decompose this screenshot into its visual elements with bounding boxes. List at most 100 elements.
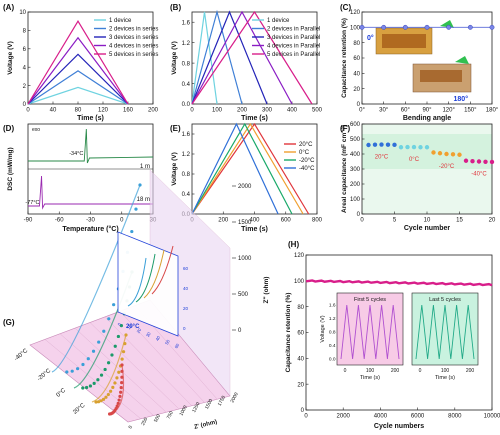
series-line-4 [27,20,129,105]
inset-y-tick: 0.4 [329,343,336,349]
series-label: -20°C [439,164,455,170]
y-tick-label: 20 [297,382,304,388]
series-line-1 [27,70,129,105]
data-point [418,145,423,150]
y-tick-label: 200 [350,182,361,188]
y-tick-label: 1.2 [182,152,191,158]
nyquist-point [99,373,104,377]
y-tick-label: 400 [350,152,361,158]
series-name: 18 m [137,197,150,203]
y-tick-label: 0.4 [182,192,191,198]
inset-x-tick: 0 [344,368,347,374]
panel-label: (E) [170,124,181,133]
panel-label: (F) [340,124,351,133]
legend-label: 1 device [109,18,132,24]
dsc-trace-1m [28,128,154,164]
inset-x-tick: 60 [174,342,181,349]
inset-x-tick: 200 [466,368,475,374]
x-tick-label: 0° [359,108,365,114]
x-tick-label: 1250 [191,401,201,414]
inset-gcd-curve [340,304,400,360]
nyquist-point [119,390,123,394]
device-photo-bent-inner [420,70,462,82]
clip-icon [455,56,469,64]
x-tick-label: 160 [123,108,134,114]
x-tick-label: 200 [218,218,229,224]
x-axis-label: Time (s) [241,115,268,122]
inset-title: Last 5 cycles [429,297,461,303]
z-tick-label: 500 [238,292,249,298]
floor-grid [59,333,154,416]
y-tick-label: 0 [357,212,361,218]
y-tick-label: 500 [350,137,361,143]
x-tick-label: 0 [127,424,134,429]
temperature-label: 0°C [56,387,68,398]
x-tick-label: -90 [24,218,33,224]
z-tick-label: 1500 [238,220,252,226]
y-tick-label: 600 [350,122,361,128]
nyquist-point [118,394,122,398]
x-tick-label: 30° [379,108,389,114]
x-tick-label: 1000 [178,404,188,417]
retention-point [424,24,430,30]
nyquist-point [85,385,89,390]
nyquist-point [96,378,100,382]
x-axis-label: Z' (ohm) [194,419,218,430]
nyquist-point [86,357,90,361]
floor-grid [119,311,205,403]
legend-label: 0°C [299,150,310,156]
nyquist-point [120,357,124,361]
nyquist-point [116,401,120,405]
nyquist-point [92,381,96,385]
legend-label: -40°C [299,166,315,172]
nyquist-point [104,395,108,399]
inset-curve [127,257,147,307]
data-point [392,142,397,148]
inset-x-tick: 200 [391,368,400,374]
temperature-label: 20°C [72,402,87,416]
nyquist-point [101,397,106,401]
bend-label-180: 180° [454,95,469,103]
y-tick-label: 0.8 [182,61,191,67]
nyquist-point [115,404,119,408]
x-tick-label: -60 [55,218,64,224]
nyquist-curve [109,364,125,415]
y-tick-label: 1.2 [182,41,191,47]
nyquist-point [113,381,117,385]
y-tick-label: 300 [350,167,361,173]
y-axis-label: Capacitance retention (%) [341,18,348,98]
x-tick-label: 250 [140,417,149,427]
data-point [444,151,449,157]
x-tick-label: 500 [153,413,162,423]
x-tick-label: 0 [120,218,124,224]
series-line-2 [27,53,129,105]
y-axis-label: Areal capacitance (mF cm⁻²) [341,125,348,213]
y-tick-label: 0 [357,102,361,108]
z-tick-label: 1000 [238,256,252,262]
device-photo-inner [382,34,426,48]
inset-label: 20°C [126,324,140,330]
data-point [470,159,475,164]
y-tick-label: 60 [297,331,304,337]
data-point [450,152,456,157]
x-tick-label: 4000 [374,414,388,420]
nyquist-point [88,384,93,388]
retention-point [359,24,365,30]
x-tick-label: 60° [401,108,411,114]
data-point [431,150,436,155]
y-tick-label: 60 [353,56,360,62]
data-point [379,142,384,147]
y-axis-label: Voltage (V) [171,152,178,185]
data-point [489,159,495,165]
inset-x-tick: 0 [419,368,422,374]
data-point [457,152,462,157]
nyquist-point [106,361,111,365]
data-point [405,144,410,150]
data-point [483,159,488,164]
retention-point [489,24,495,30]
peak-label: -34°C [69,151,83,157]
retention-line [305,279,493,287]
x-tick-label: 15 [456,218,463,224]
inset-frame [411,292,479,366]
x-tick-label: 0 [304,414,308,420]
